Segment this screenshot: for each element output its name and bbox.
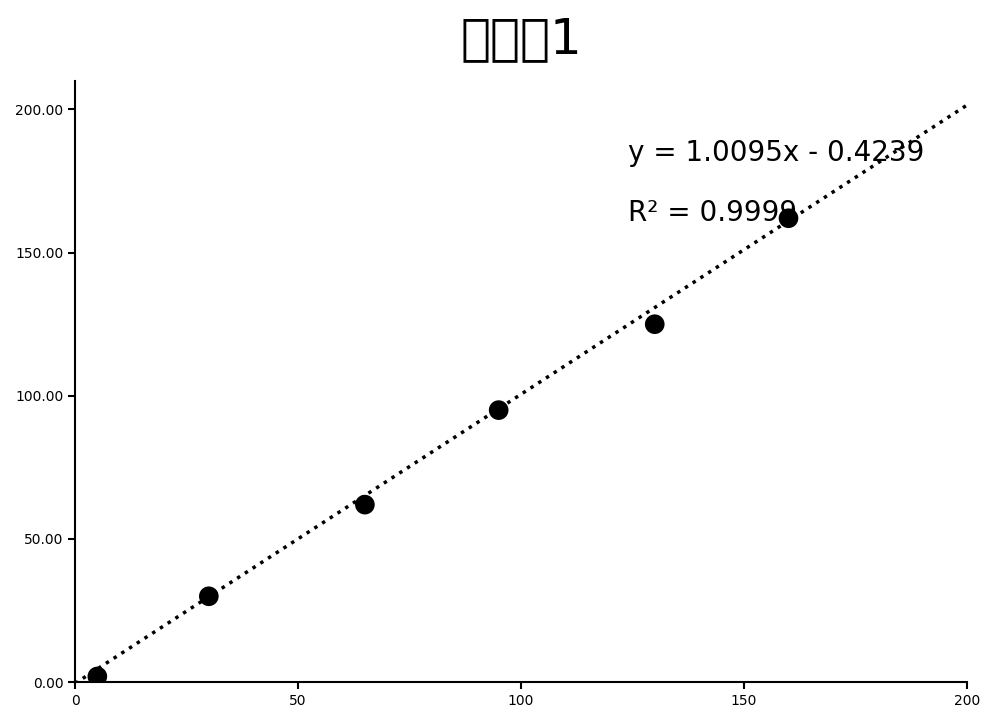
Point [201,591,217,602]
Point [490,404,506,416]
Point [357,499,373,510]
Point [779,213,795,224]
Text: y = 1.0095x - 0.4239: y = 1.0095x - 0.4239 [627,139,923,167]
Title: 实施例1: 实施例1 [459,15,581,63]
Point [89,671,105,683]
Text: R² = 0.9999: R² = 0.9999 [627,199,796,227]
Point [646,318,662,330]
